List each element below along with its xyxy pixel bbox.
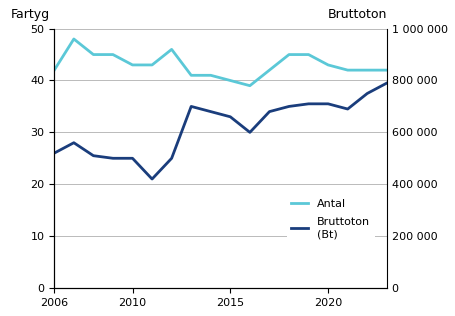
Antal [344,68,349,72]
Antal [286,53,291,57]
Bruttoton
(Bt) [51,151,57,155]
Bruttoton
(Bt) [207,110,213,113]
Antal [51,68,57,72]
Bruttoton
(Bt) [91,154,96,158]
Antal [110,53,116,57]
Bruttoton
(Bt) [266,110,272,113]
Bruttoton
(Bt) [247,131,252,134]
Bruttoton
(Bt) [286,105,291,108]
Antal [207,73,213,77]
Legend: Antal, Bruttoton
(Bt): Antal, Bruttoton (Bt) [286,194,374,244]
Antal [247,84,252,88]
Antal [71,37,76,41]
Bruttoton
(Bt) [130,156,135,160]
Bruttoton
(Bt) [168,156,174,160]
Bruttoton
(Bt) [344,107,349,111]
Antal [91,53,96,57]
Line: Antal: Antal [54,39,386,86]
Bruttoton
(Bt) [383,81,389,85]
Text: Bruttoton: Bruttoton [327,8,386,21]
Antal [149,63,155,67]
Bruttoton
(Bt) [227,115,233,119]
Bruttoton
(Bt) [188,105,193,108]
Antal [305,53,311,57]
Bruttoton
(Bt) [305,102,311,106]
Bruttoton
(Bt) [364,92,369,95]
Line: Bruttoton
(Bt): Bruttoton (Bt) [54,83,386,179]
Antal [266,68,272,72]
Text: Fartyg: Fartyg [11,8,50,21]
Antal [325,63,330,67]
Bruttoton
(Bt) [110,156,116,160]
Antal [130,63,135,67]
Bruttoton
(Bt) [325,102,330,106]
Antal [364,68,369,72]
Antal [227,79,233,82]
Bruttoton
(Bt) [71,141,76,145]
Antal [168,47,174,51]
Antal [383,68,389,72]
Bruttoton
(Bt) [149,177,155,181]
Antal [188,73,193,77]
